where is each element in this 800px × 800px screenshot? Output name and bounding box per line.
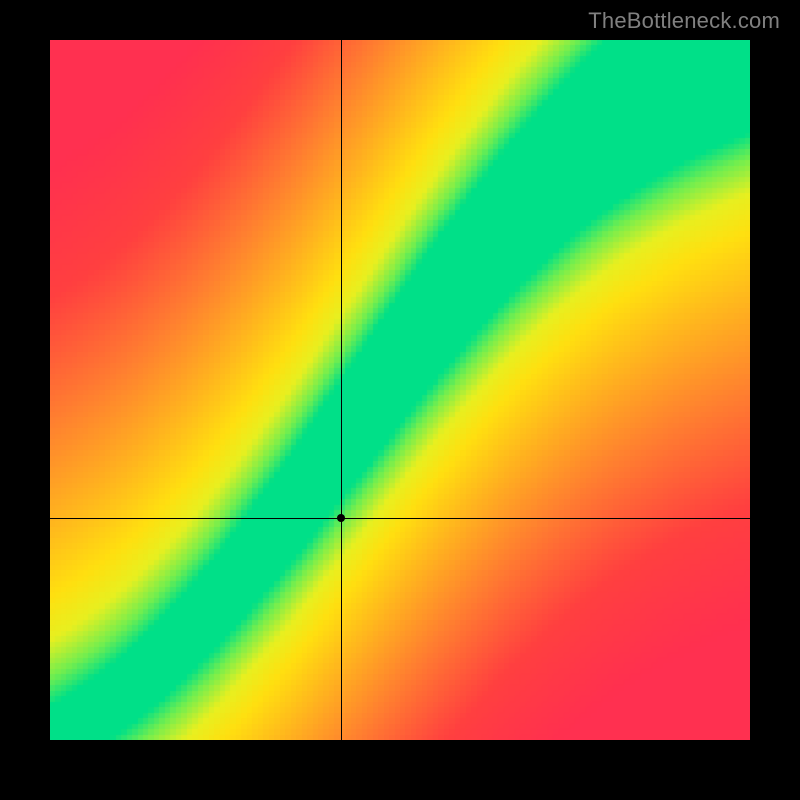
heatmap-plot: [50, 40, 750, 740]
marker-dot: [337, 514, 345, 522]
crosshair-horizontal: [50, 518, 750, 519]
watermark-text: TheBottleneck.com: [588, 8, 780, 34]
heatmap-canvas: [50, 40, 750, 740]
crosshair-vertical: [341, 40, 342, 740]
